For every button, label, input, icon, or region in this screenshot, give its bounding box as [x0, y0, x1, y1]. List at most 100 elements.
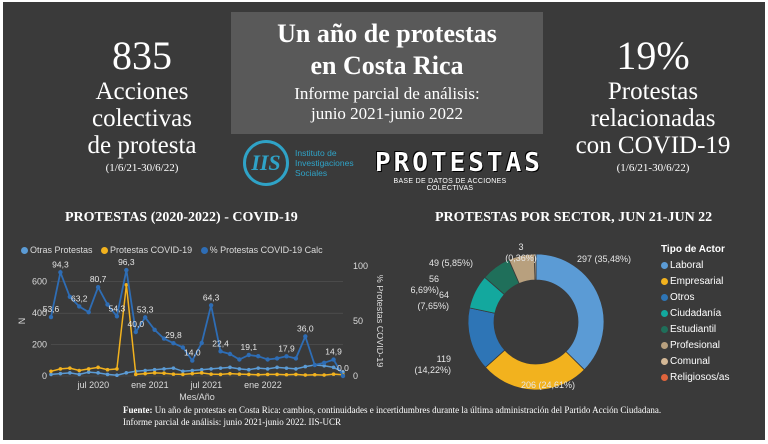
footer-text: Un año de protestas en Costa Rica: cambi…: [123, 405, 662, 427]
series-point-2: [293, 356, 299, 361]
subtitle-line-2: junio 2021-junio 2022: [310, 104, 464, 123]
pie-legend-title: Tipo de Actor: [661, 244, 725, 255]
pie-legend-swatch: [661, 309, 668, 317]
series-point-0: [275, 365, 279, 370]
series-point-1: [143, 371, 147, 376]
series-point-2: [274, 356, 280, 361]
pie-legend-item: Religiosos/as: [661, 370, 729, 386]
stat-covid-label-3: con COVID-19: [575, 132, 731, 159]
pie-legend: Tipo de Actor Laboral Empresarial Otros Ciu…: [661, 244, 729, 386]
data-label: 63,2: [71, 293, 88, 303]
series-point-2: [190, 358, 195, 363]
infographic: 835 Acciones colectivas de protesta (1/6…: [3, 2, 765, 440]
series-point-0: [77, 372, 82, 377]
data-label: 17,9: [278, 343, 295, 353]
y2-tick-label: 50: [353, 316, 363, 326]
series-point-1: [247, 372, 251, 377]
series-point-0: [228, 365, 232, 370]
series-point-1: [105, 367, 110, 372]
series-point-1: [133, 372, 138, 377]
x-tick-label: ene 2021: [131, 380, 169, 390]
y-tick-label: 200: [32, 340, 47, 350]
series-point-2: [321, 360, 327, 365]
series-point-0: [152, 367, 157, 372]
series-point-1: [275, 372, 279, 377]
series-point-2: [86, 310, 91, 315]
pie-legend-item: Empresarial: [661, 274, 729, 290]
series-point-0: [115, 373, 119, 378]
series-point-0: [237, 367, 242, 371]
series-point-2: [237, 357, 242, 362]
series-point-2: [152, 327, 157, 332]
data-label: 64,3: [203, 292, 220, 302]
legend-label-pct: % Protestas COVID-19 Calc: [209, 245, 323, 255]
series-point-0: [181, 369, 185, 374]
footer-label: Fuente:: [123, 405, 153, 415]
series-point-0: [68, 371, 72, 375]
pie-legend-item: Otros: [661, 290, 729, 306]
series-point-0: [105, 372, 110, 377]
stat-actions-date: (1/6/21-30/6/22): [105, 162, 179, 174]
series-point-2: [180, 345, 186, 350]
data-label: 53,3: [137, 304, 154, 314]
pie-legend-label: Profesional: [670, 340, 721, 351]
y-tick-label: 0: [42, 371, 47, 381]
series-point-2: [331, 357, 336, 362]
y2-tick-label: 100: [353, 261, 368, 271]
pie-legend-swatch: [661, 357, 668, 365]
series-point-0: [171, 366, 176, 370]
stat-covid-date: (1/6/21-30/6/22): [616, 162, 690, 174]
pie-legend-swatch: [661, 261, 668, 269]
series-point-2: [340, 373, 346, 379]
y-tick-label: 400: [32, 308, 47, 318]
title-line-1: Un año de protestas: [277, 19, 497, 48]
series-point-2: [171, 341, 176, 346]
series-point-0: [265, 367, 270, 371]
legend-swatch-covid: [101, 247, 109, 255]
series-point-2: [58, 270, 63, 275]
iis-line-2: Investigaciones: [295, 158, 354, 168]
series-point-1: [237, 372, 242, 376]
pie-legend-swatch: [661, 325, 668, 333]
series-point-0: [209, 367, 213, 371]
pie-legend-item: Ciudadanía: [661, 306, 729, 322]
line-chart-legend: Otras Protestas Protestas COVID-19 % Pro…: [21, 245, 329, 255]
data-label: 14,0: [184, 348, 201, 358]
series-point-2: [303, 334, 308, 339]
series-point-1: [303, 373, 308, 377]
pie-slice-comunal: [533, 253, 537, 281]
pie-legend-item: Comunal: [661, 354, 729, 370]
protestas-logo-word: PROTESTAS: [375, 148, 543, 178]
iis-logo: IIS Instituto de Investigaciones Sociale…: [243, 140, 371, 190]
series-point-1: [49, 369, 53, 374]
pie-data-label: 297 (35,48%): [577, 254, 631, 264]
series-point-1: [284, 372, 289, 377]
iis-logo-text: Instituto de Investigaciones Sociales: [295, 148, 354, 178]
stat-actions: 835 Acciones colectivas de protesta (1/6…: [57, 34, 227, 175]
series-point-2: [284, 354, 289, 359]
y-axis-label: N: [17, 318, 27, 325]
series-point-1: [190, 371, 195, 376]
series-point-2: [105, 302, 110, 307]
pie-legend-item: Profesional: [661, 338, 729, 354]
y2-tick-label: 0: [353, 371, 358, 381]
data-label: 40,0: [128, 319, 145, 329]
series-point-2: [124, 267, 129, 273]
pie-legend-swatch: [661, 341, 668, 349]
series-point-1: [96, 365, 100, 370]
series-point-0: [49, 372, 53, 377]
pie-legend-label: Otros: [670, 292, 695, 303]
pie-legend-rows: Laboral Empresarial Otros Ciudadanía Estudia…: [661, 258, 729, 386]
pie-legend-label: Empresarial: [670, 276, 724, 287]
series-point-2: [133, 329, 138, 335]
data-label: 96,3: [118, 257, 135, 267]
series-point-0: [58, 371, 63, 376]
pie-data-label: 119 (14,22%): [414, 354, 451, 375]
stat-covid: 19% Protestas relacionadas con COVID-19 …: [563, 34, 743, 175]
series-point-1: [256, 372, 261, 377]
protestas-logo-subtitle: BASE DE DATOS DE ACCIONES COLECTIVAS: [393, 178, 507, 192]
series-point-1: [265, 372, 270, 377]
data-label: 29,8: [165, 330, 182, 340]
subtitle-line-1: Informe parcial de análisis:: [294, 84, 480, 103]
series-point-2: [77, 304, 82, 309]
